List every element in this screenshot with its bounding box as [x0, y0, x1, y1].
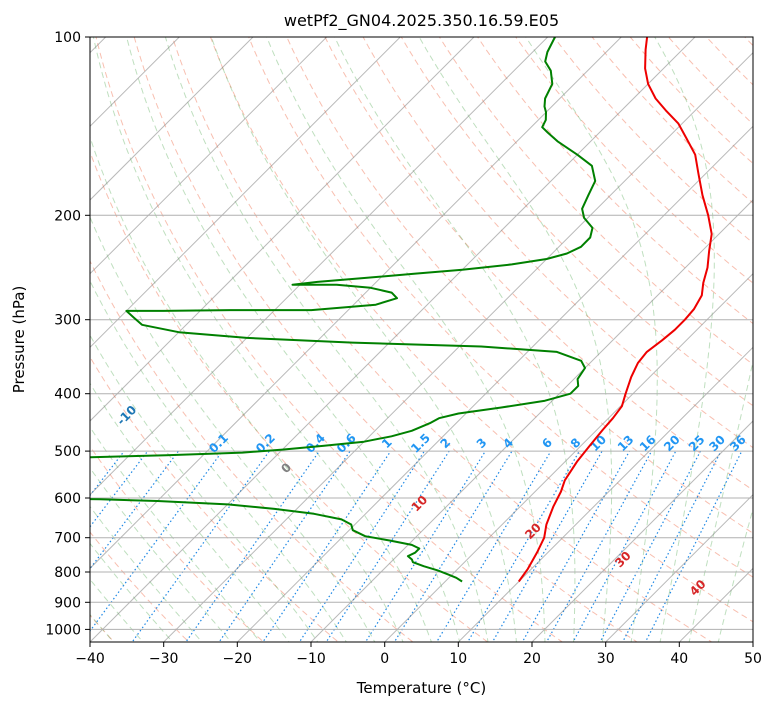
moist-adiabat-line: [92, 37, 432, 642]
dry-adiabat-line: [515, 37, 753, 284]
mixing-ratio-line: [644, 450, 743, 642]
mixing-ratio-line: [298, 450, 425, 642]
isotherm-line: [90, 37, 696, 642]
isobars: [90, 37, 753, 630]
mixing-ratio-line: [90, 450, 149, 528]
x-tick-label: 50: [744, 651, 762, 667]
x-axis-label: Temperature (°C): [356, 679, 486, 697]
x-tick-label: 10: [449, 651, 467, 667]
moist-adiabat-line: [418, 37, 613, 642]
y-tick-label: 900: [54, 595, 81, 611]
y-tick-label: 700: [54, 531, 81, 547]
dry-adiabat-line: [133, 37, 638, 642]
y-tick-label: 300: [54, 313, 81, 329]
y-tick-label: 500: [54, 444, 81, 460]
mixing-ratio-line: [325, 450, 450, 642]
isotherm-line: [383, 272, 753, 642]
dry-adiabat-line: [324, 37, 753, 491]
isotherm-line: [90, 37, 328, 275]
mixing-ratio-line: [521, 450, 631, 642]
dry-adiabat-line: [362, 37, 753, 449]
x-tick-label: −30: [149, 651, 179, 667]
mixing-ratio-line: [185, 450, 320, 642]
moist-adiabat-line: [266, 37, 546, 642]
mixing-ratio-lines: [90, 450, 743, 642]
y-tick-label: 400: [54, 387, 81, 403]
isotherm-line: [90, 37, 549, 496]
y-axis-label: Pressure (hPa): [10, 286, 28, 394]
isotherm-line: [604, 493, 753, 642]
dry-adiabat-line: [90, 150, 489, 642]
moist-adiabat-line: [717, 506, 753, 642]
dry-adiabat-line: [171, 37, 713, 642]
chart-title: wetPf2_GN04.2025.350.16.59.E05: [284, 11, 559, 31]
moist-adiabat-line: [334, 37, 576, 642]
dry-adiabat-line: [209, 37, 753, 623]
y-tick-label: 100: [54, 30, 81, 46]
mixing-ratio-line: [545, 450, 653, 642]
isotherm-line: [457, 346, 753, 642]
x-tick-label: 0: [380, 651, 389, 667]
x-tick-label: 40: [670, 651, 688, 667]
isotherms: [90, 37, 753, 642]
dry-adiabat-line: [90, 531, 190, 642]
isotherm-line: [90, 37, 623, 570]
isotherm-line: [310, 199, 753, 642]
x-tick-label: −40: [75, 651, 105, 667]
mixing-ratio-line: [435, 450, 552, 642]
mixing-ratio-line: [262, 450, 392, 642]
dry-adiabat-line: [95, 37, 564, 642]
y-tick-label: 200: [54, 208, 81, 224]
moist-adiabat-line: [654, 37, 715, 642]
mixing-ratio-line: [218, 450, 351, 642]
isotherm-line: [162, 51, 753, 642]
mixing-ratio-line: [491, 450, 603, 642]
dewpoint-profile-line: [90, 37, 597, 583]
isotherm-line: [90, 37, 254, 201]
x-axis-ticks: −40 −30 −20 −10 0 10 20 30 40 50: [75, 642, 762, 667]
y-tick-label: 600: [54, 491, 81, 507]
x-tick-label: −10: [296, 651, 326, 667]
isotherm-line: [90, 37, 181, 128]
dry-adiabat-line: [90, 445, 265, 642]
y-tick-label: 1000: [45, 622, 81, 638]
temperature-profile-line: [517, 37, 713, 583]
mixing-ratio-line: [131, 450, 270, 642]
moist-adiabat-line: [90, 334, 319, 642]
x-tick-label: 30: [597, 651, 615, 667]
mixing-ratio-line: [572, 450, 677, 642]
plot-frame: [89, 36, 754, 643]
y-tick-label: 800: [54, 565, 81, 581]
x-tick-label: −20: [223, 651, 253, 667]
dry-adiabat-line: [248, 37, 753, 578]
y-axis-ticks: 1000 900 800 700 600 500 400 300 200 100: [45, 30, 90, 638]
isotherm-line: [90, 37, 402, 349]
isotherm-line: [531, 420, 753, 642]
isotherm-line: [236, 125, 753, 642]
dry-adiabat-line: [90, 356, 340, 642]
dry-adiabat-line: [90, 259, 414, 642]
sounding-profiles: [90, 37, 713, 583]
x-tick-label: 20: [523, 651, 541, 667]
